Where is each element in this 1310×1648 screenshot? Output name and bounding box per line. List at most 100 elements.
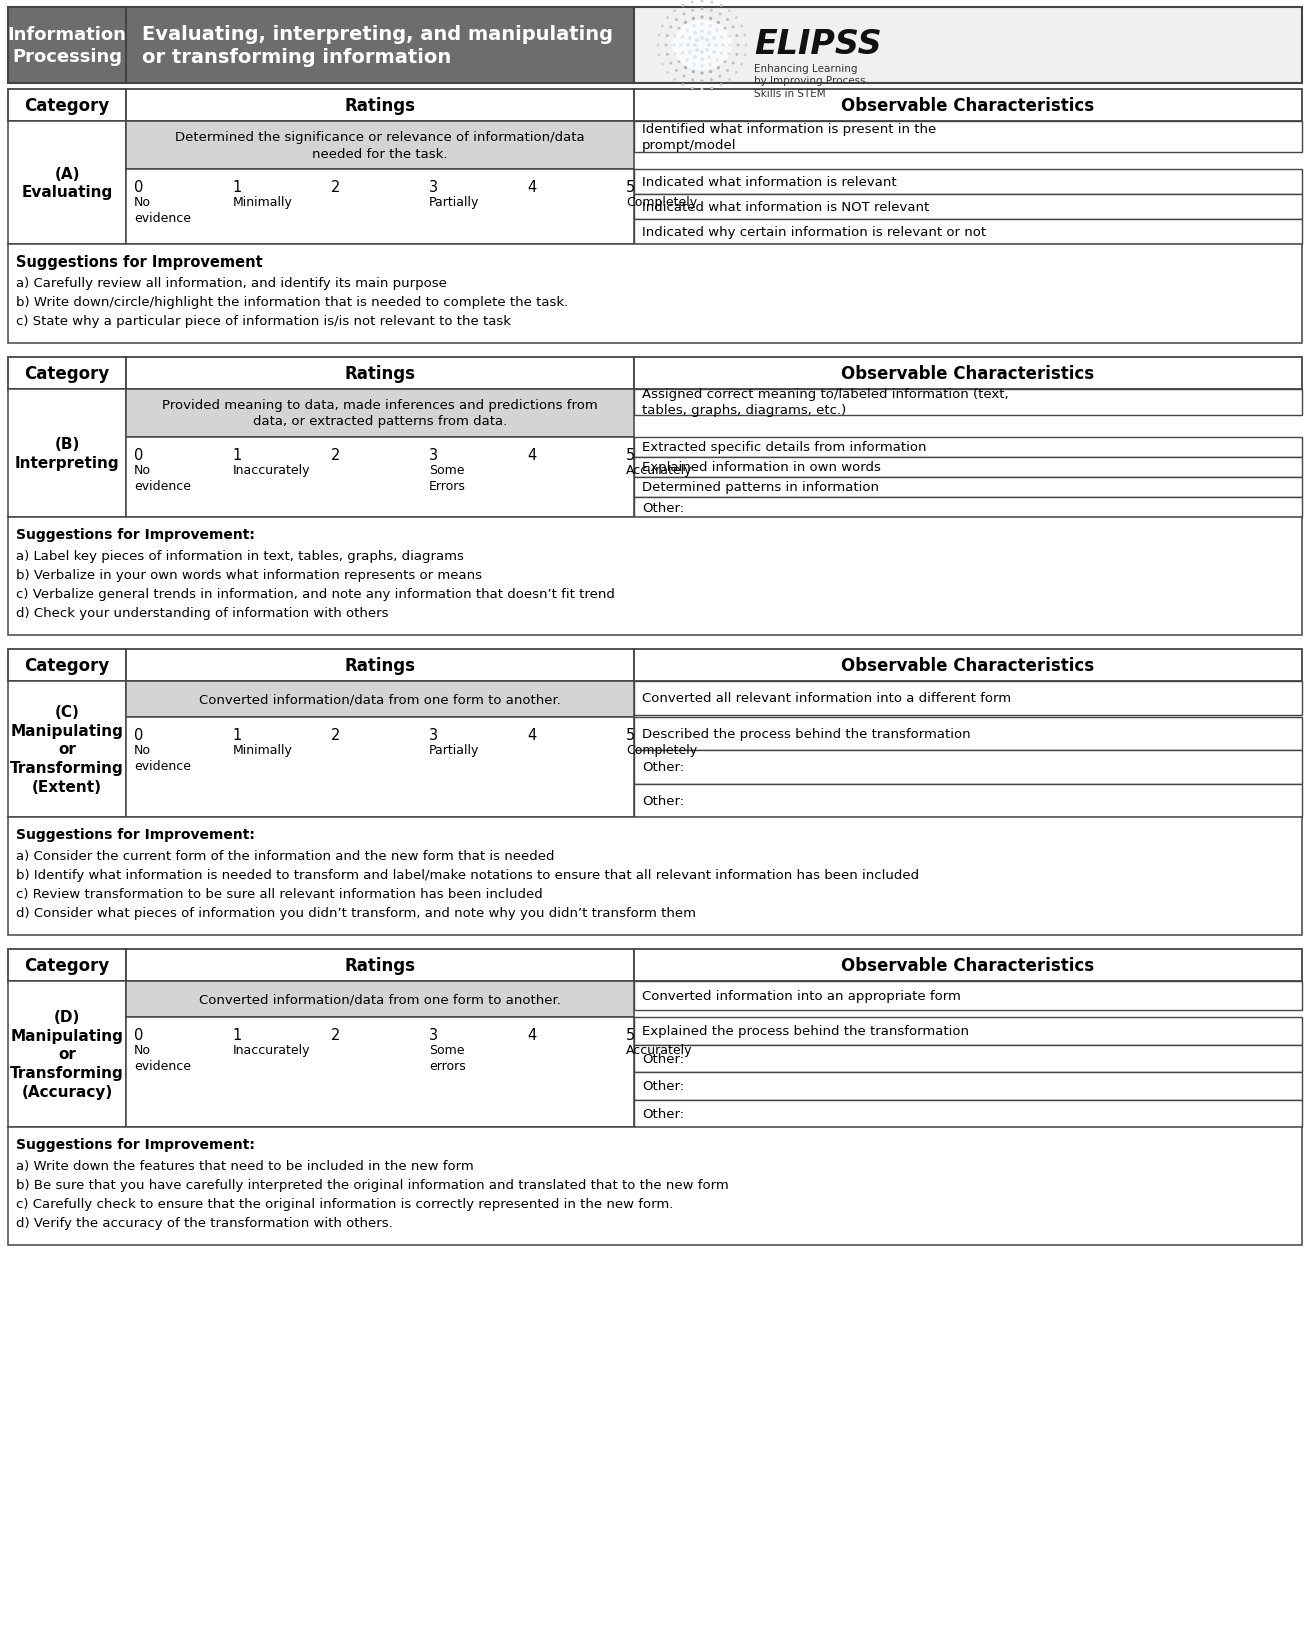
- Text: 0: 0: [134, 448, 143, 463]
- Bar: [8, 122, 126, 246]
- Text: Completely: Completely: [626, 743, 697, 756]
- Bar: [8, 91, 126, 122]
- Text: a) Consider the current form of the information and the new form that is needed: a) Consider the current form of the info…: [16, 849, 554, 862]
- Circle shape: [701, 73, 703, 74]
- Circle shape: [693, 18, 694, 20]
- Bar: [634, 8, 1302, 84]
- Circle shape: [694, 33, 696, 35]
- Circle shape: [730, 44, 731, 46]
- Bar: [634, 982, 1302, 1010]
- Text: a) Label key pieces of information in text, tables, graphs, diagrams: a) Label key pieces of information in te…: [16, 550, 464, 562]
- Text: Some
Errors: Some Errors: [430, 463, 466, 493]
- Circle shape: [707, 44, 710, 48]
- Circle shape: [728, 54, 730, 56]
- Bar: [634, 458, 1302, 478]
- Bar: [634, 1017, 1302, 1045]
- Text: Determined patterns in information: Determined patterns in information: [642, 481, 879, 494]
- Circle shape: [723, 61, 726, 63]
- Circle shape: [689, 51, 690, 54]
- Circle shape: [693, 26, 696, 28]
- Text: d) Check your understanding of information with others: d) Check your understanding of informati…: [16, 606, 389, 620]
- Bar: [126, 391, 634, 438]
- Text: Other:: Other:: [642, 761, 684, 775]
- Circle shape: [701, 51, 703, 54]
- Text: Accurately: Accurately: [626, 1043, 693, 1056]
- Text: Some
errors: Some errors: [430, 1043, 466, 1073]
- Text: No
evidence: No evidence: [134, 463, 191, 493]
- Text: c) Carefully check to ensure that the original information is correctly represen: c) Carefully check to ensure that the or…: [16, 1198, 673, 1210]
- Text: Minimally: Minimally: [232, 196, 292, 209]
- Bar: [634, 219, 1302, 246]
- Circle shape: [710, 71, 711, 74]
- Bar: [126, 438, 634, 517]
- Text: Indicated why certain information is relevant or not: Indicated why certain information is rel…: [642, 226, 986, 239]
- Circle shape: [701, 31, 703, 33]
- Circle shape: [680, 44, 683, 48]
- Text: No
evidence: No evidence: [134, 743, 191, 773]
- Bar: [126, 949, 634, 982]
- Bar: [8, 817, 1302, 936]
- Text: b) Verbalize in your own words what information represents or means: b) Verbalize in your own words what info…: [16, 569, 482, 582]
- Text: Other:: Other:: [642, 1051, 684, 1065]
- Circle shape: [701, 25, 703, 26]
- Bar: [8, 358, 126, 391]
- Text: Evaluating, interpreting, and manipulating
or transforming information: Evaluating, interpreting, and manipulati…: [141, 25, 613, 68]
- Circle shape: [689, 38, 690, 40]
- Bar: [634, 717, 1302, 751]
- Text: 5: 5: [626, 1027, 635, 1043]
- Text: (D)
Manipulating
or
Transforming
(Accuracy): (D) Manipulating or Transforming (Accura…: [10, 1010, 124, 1099]
- Text: No
evidence: No evidence: [134, 1043, 191, 1073]
- Text: Ratings: Ratings: [345, 956, 415, 974]
- Bar: [634, 498, 1302, 517]
- Circle shape: [675, 54, 676, 56]
- Text: Completely: Completely: [626, 196, 697, 209]
- Bar: [634, 751, 1302, 784]
- Circle shape: [693, 71, 694, 74]
- Bar: [8, 391, 126, 517]
- Bar: [634, 649, 1302, 682]
- Circle shape: [696, 49, 698, 53]
- Circle shape: [694, 58, 696, 59]
- Text: Inaccurately: Inaccurately: [232, 1043, 310, 1056]
- Bar: [126, 649, 634, 682]
- Bar: [126, 170, 634, 246]
- Bar: [634, 438, 1302, 458]
- Text: Other:: Other:: [642, 501, 684, 514]
- Text: 5: 5: [626, 727, 635, 743]
- Bar: [8, 949, 126, 982]
- Text: Suggestions for Improvement:: Suggestions for Improvement:: [16, 827, 255, 842]
- Text: 2: 2: [331, 727, 341, 743]
- Bar: [126, 91, 634, 122]
- Circle shape: [715, 30, 718, 31]
- Text: Other:: Other:: [642, 794, 684, 808]
- Bar: [126, 1017, 634, 1127]
- Text: 1: 1: [232, 180, 241, 194]
- Circle shape: [679, 61, 680, 63]
- Circle shape: [721, 36, 722, 40]
- Circle shape: [685, 68, 686, 69]
- Bar: [126, 717, 634, 817]
- Text: Other:: Other:: [642, 1107, 684, 1121]
- Circle shape: [701, 38, 703, 40]
- Text: 3: 3: [430, 448, 439, 463]
- Text: Assigned correct meaning to/labeled information (text,
tables, graphs, diagrams,: Assigned correct meaning to/labeled info…: [642, 387, 1009, 417]
- Ellipse shape: [672, 21, 732, 71]
- Text: Accurately: Accurately: [626, 463, 693, 476]
- Text: 3: 3: [430, 180, 439, 194]
- Text: Minimally: Minimally: [232, 743, 292, 756]
- Text: Explained information in own words: Explained information in own words: [642, 461, 880, 475]
- Text: a) Write down the features that need to be included in the new form: a) Write down the features that need to …: [16, 1159, 474, 1172]
- Circle shape: [713, 38, 715, 40]
- Bar: [8, 1127, 1302, 1246]
- Bar: [634, 478, 1302, 498]
- Text: 2: 2: [331, 180, 341, 194]
- Circle shape: [701, 59, 703, 61]
- Text: Observable Characteristics: Observable Characteristics: [841, 364, 1095, 382]
- Text: 5: 5: [626, 180, 635, 194]
- Text: Suggestions for Improvement: Suggestions for Improvement: [16, 255, 263, 270]
- Bar: [634, 682, 1302, 715]
- Bar: [634, 1099, 1302, 1127]
- Bar: [8, 246, 1302, 344]
- Bar: [126, 982, 634, 1017]
- Circle shape: [707, 58, 710, 59]
